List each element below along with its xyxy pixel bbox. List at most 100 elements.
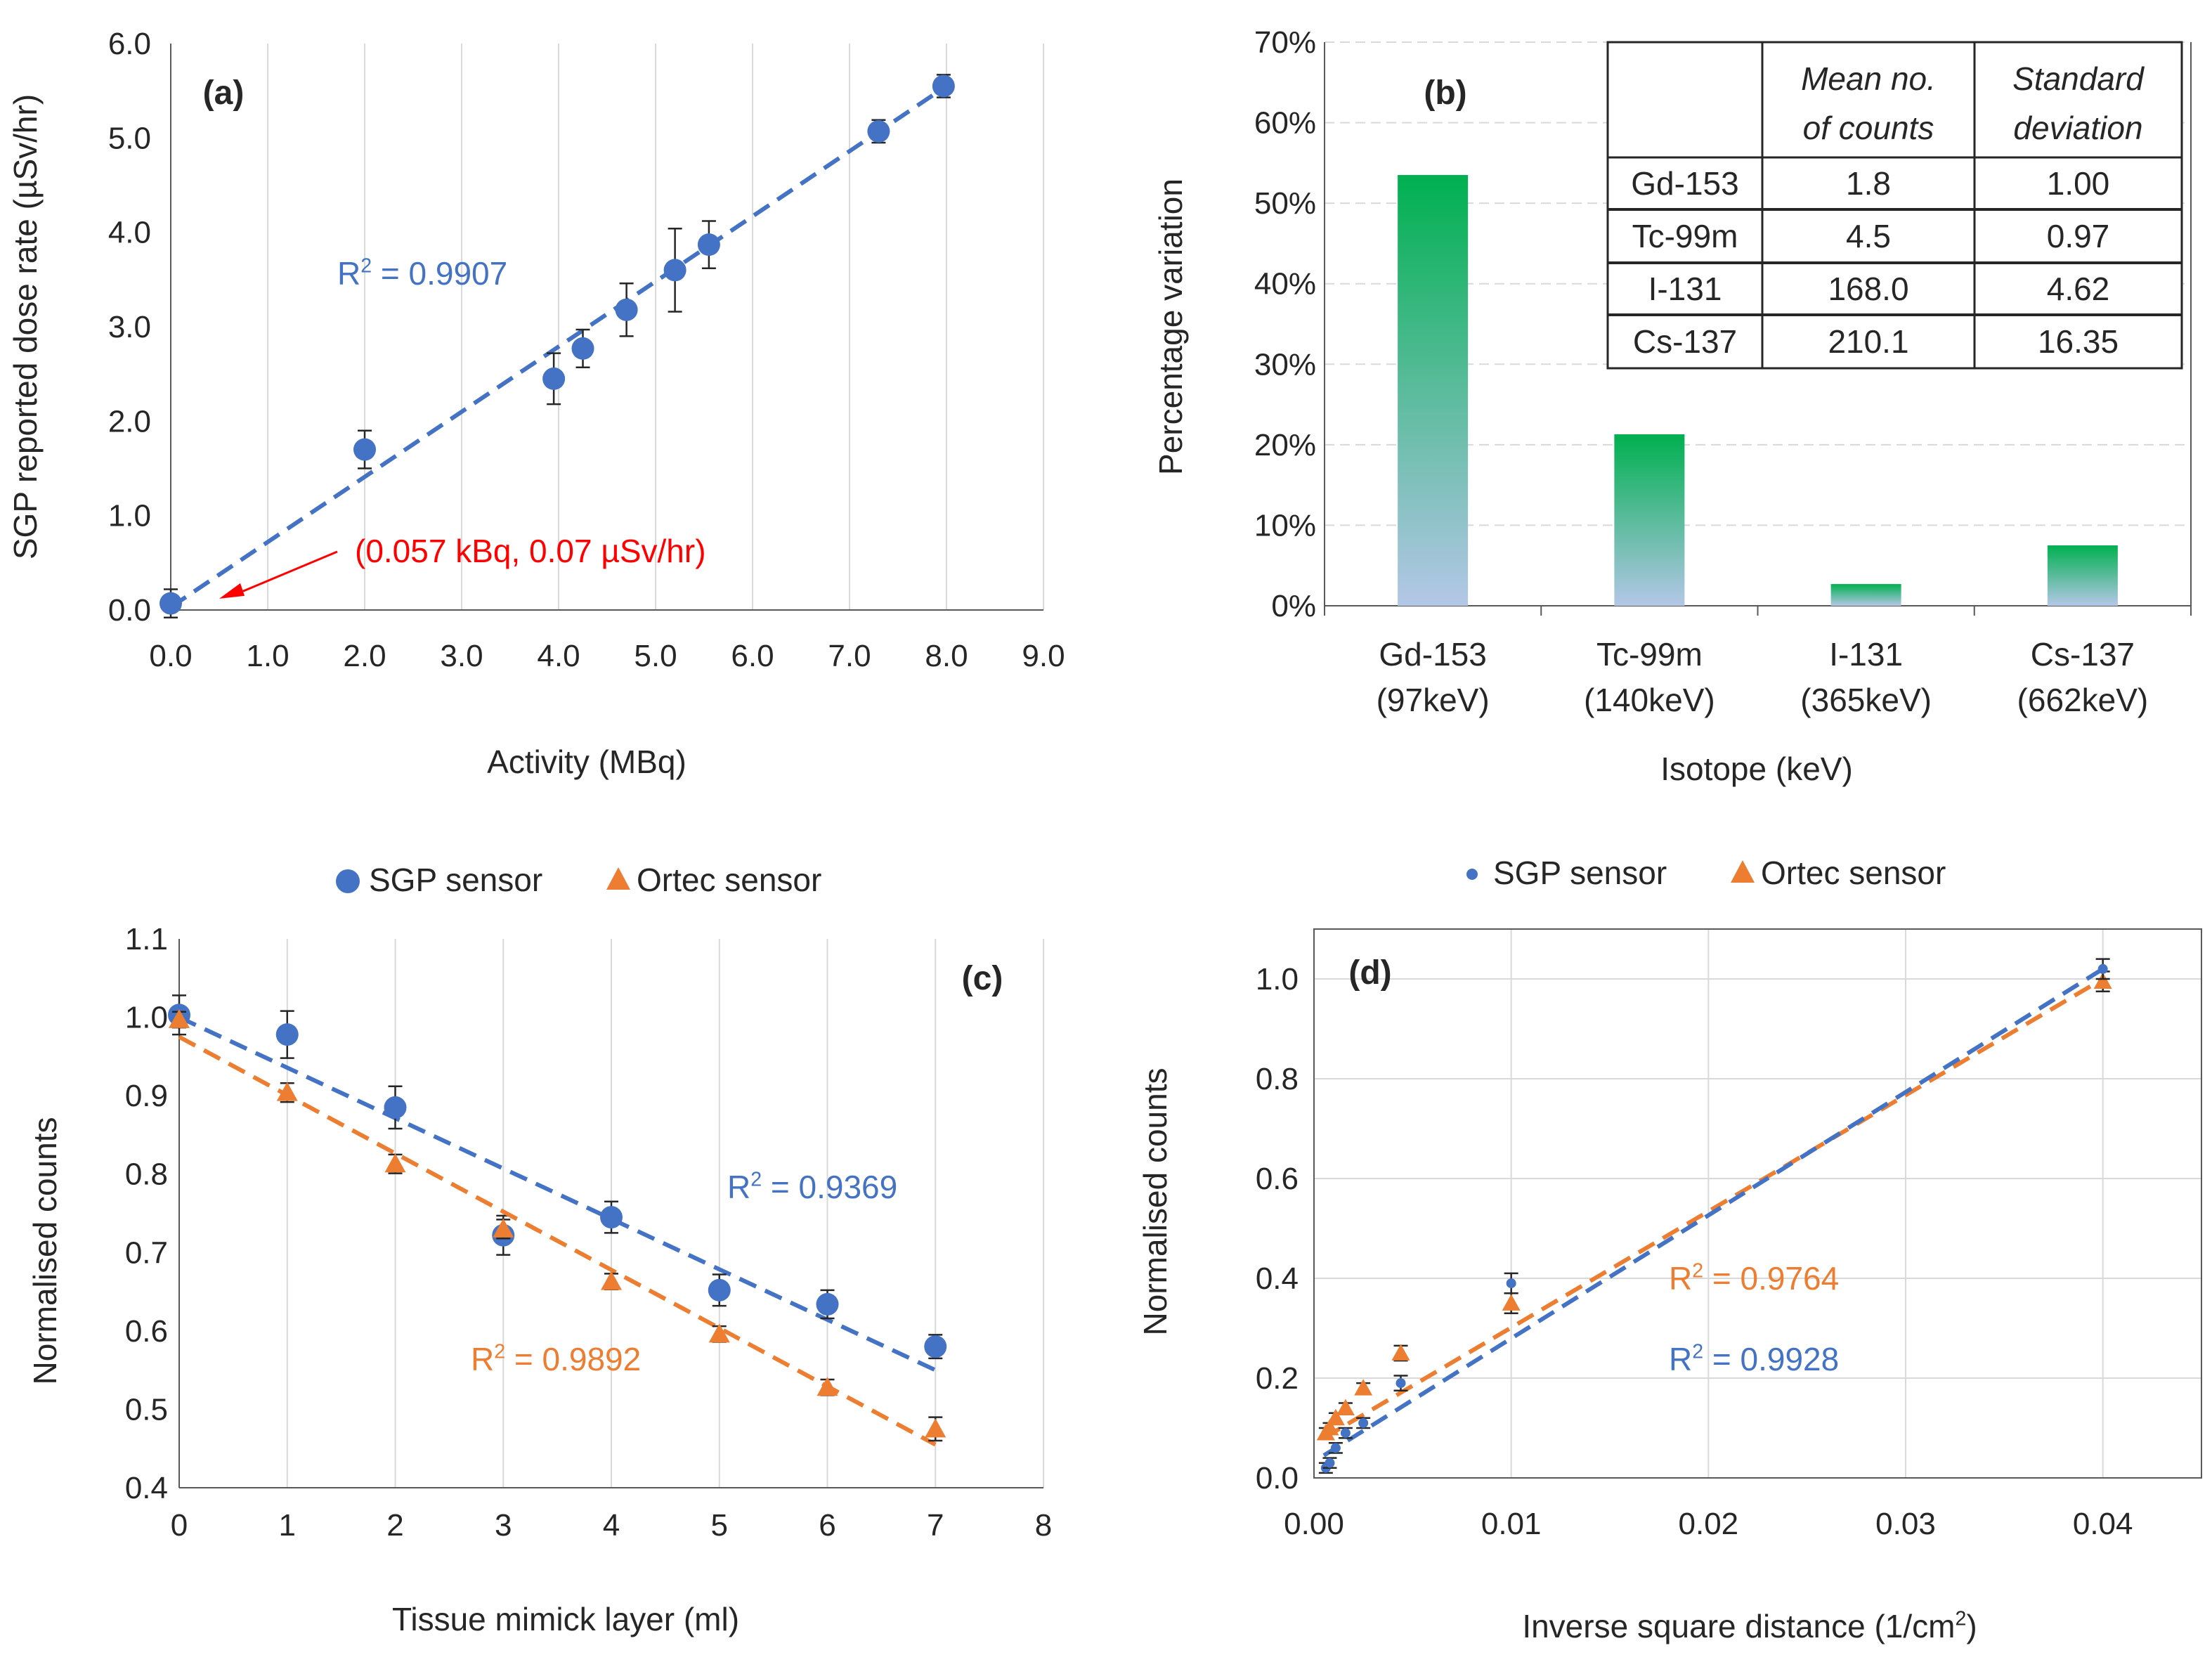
y-tick-label: 0.8 — [125, 1157, 168, 1192]
data-point — [353, 438, 376, 461]
annotation-text: (0.057 kBq, 0.07 µSv/hr) — [355, 533, 706, 569]
table-cell: 4.62 — [2047, 271, 2110, 307]
x-tick-label: 9.0 — [1022, 639, 1065, 673]
y-axis-title: Normalised counts — [1137, 1068, 1173, 1336]
data-point — [925, 1418, 946, 1438]
x-tick-label: 0.0 — [149, 639, 192, 673]
x-tick-label: (662keV) — [2017, 682, 2149, 718]
bar — [1830, 584, 1901, 606]
data-point — [275, 1023, 299, 1046]
data-point — [276, 1082, 298, 1101]
x-tick-label: 0.03 — [1875, 1507, 1936, 1541]
data-point — [384, 1096, 407, 1119]
table-cell: 168.0 — [1828, 271, 1908, 307]
plot-frame — [1313, 928, 2202, 1479]
data-point — [384, 1153, 406, 1173]
y-tick-label: 10% — [1254, 508, 1316, 543]
x-tick-label: (140keV) — [1584, 682, 1715, 718]
table-cell: 16.35 — [2038, 323, 2119, 360]
legend-label: SGP sensor — [1493, 855, 1667, 891]
legend: SGP sensor Ortec sensor — [336, 862, 821, 898]
r2-label: R2 = 0.9369 — [727, 1169, 897, 1205]
y-tick-label: 2.0 — [108, 404, 151, 439]
r2-label: R2 = 0.9928 — [1669, 1341, 1839, 1377]
y-tick-label: 30% — [1254, 347, 1316, 382]
y-tick-label: 0.5 — [125, 1392, 168, 1427]
panel-b: 0% 10% 20% 30% 40% 50% 60% 70% Gd-153 (97keV) Tc-9… — [1152, 25, 2192, 787]
y-tick-label: 5.0 — [108, 121, 151, 155]
data-point — [1336, 1398, 1355, 1415]
table-header: Mean no. — [1801, 60, 1936, 97]
data-point — [601, 1271, 622, 1290]
data-point — [1395, 1378, 1406, 1389]
x-tick-label: 0 — [171, 1508, 188, 1543]
data-point — [160, 592, 182, 615]
data-point — [1358, 1417, 1369, 1428]
y-tick-label: 1.0 — [1256, 962, 1299, 997]
x-tick-label: Gd-153 — [1379, 636, 1486, 673]
x-tick-label: (97keV) — [1377, 682, 1490, 718]
data-point — [1320, 1419, 1339, 1436]
table-header: Standard — [2012, 60, 2145, 97]
panel-label: (a) — [203, 74, 245, 112]
data-table: Mean no. of counts Standard deviation Gd-153… — [1606, 41, 2183, 370]
bar — [1614, 434, 1685, 606]
y-tick-label: 20% — [1254, 428, 1316, 462]
data-point — [1325, 1458, 1335, 1468]
x-tick-label: 4.0 — [537, 639, 580, 673]
legend-label: SGP sensor — [369, 862, 542, 898]
table-header: of counts — [1803, 110, 1934, 146]
y-tick-label: 6.0 — [108, 27, 151, 61]
data-point — [1391, 1344, 1410, 1361]
x-tick-label: 1.0 — [246, 639, 289, 673]
x-tick-label: 0.00 — [1284, 1507, 1344, 1541]
x-tick-label: 6.0 — [731, 639, 774, 673]
x-axis-title: Tissue mimick layer (ml) — [392, 1601, 739, 1637]
legend-marker — [336, 869, 360, 893]
legend-marker — [1466, 869, 1478, 880]
table-cell: Cs-137 — [1633, 323, 1737, 360]
trendline — [1322, 967, 2104, 1458]
r2-label: R2 = 0.9892 — [471, 1341, 641, 1377]
y-axis-title: Normalised counts — [27, 1117, 63, 1385]
data-point — [663, 259, 687, 282]
data-point — [816, 1292, 839, 1316]
y-axis-title: SGP reported dose rate (µSv/hr) — [7, 94, 44, 559]
x-tick-label: 8 — [1035, 1508, 1052, 1543]
y-tick-label: 0% — [1271, 589, 1316, 623]
data-point — [1326, 1408, 1345, 1426]
x-tick-label: 5.0 — [634, 639, 677, 673]
x-tick-label: 6 — [819, 1508, 835, 1543]
data-point — [600, 1206, 623, 1229]
data-point — [493, 1218, 514, 1238]
table-cell: 4.5 — [1846, 218, 1891, 254]
x-axis-title: Inverse square distance (1/cm2) — [1522, 1608, 1977, 1644]
data-point — [1502, 1294, 1521, 1311]
y-tick-label: 0.7 — [125, 1235, 168, 1270]
r2-label: R2 = 0.9907 — [337, 255, 507, 292]
x-axis-title: Isotope (keV) — [1660, 751, 1853, 787]
panel-label: (b) — [1424, 74, 1466, 112]
annotation-arrowhead — [219, 583, 245, 599]
y-tick-label: 3.0 — [108, 310, 151, 344]
data-point — [169, 1008, 190, 1028]
y-tick-label: 50% — [1254, 186, 1316, 221]
x-tick-label: 1 — [279, 1508, 296, 1543]
y-tick-label: 0.6 — [1256, 1162, 1299, 1196]
table-cell: 0.97 — [2047, 218, 2110, 254]
y-axis-title: Percentage variation — [1152, 179, 1189, 475]
data-point — [1340, 1428, 1351, 1439]
data-point — [867, 119, 890, 143]
data-point — [924, 1335, 947, 1358]
table-cell: Gd-153 — [1631, 165, 1738, 202]
data-point — [1506, 1278, 1516, 1289]
x-tick-label: 2.0 — [343, 639, 386, 673]
trendline — [1322, 977, 2104, 1440]
x-tick-label: 7.0 — [828, 639, 871, 673]
data-point — [2097, 963, 2108, 974]
data-point — [571, 337, 594, 360]
x-tick-label: 0.04 — [2073, 1507, 2133, 1541]
x-tick-label: Cs-137 — [2031, 636, 2135, 673]
y-tick-label: 0.0 — [108, 593, 151, 628]
x-tick-label: 0.02 — [1679, 1507, 1739, 1541]
